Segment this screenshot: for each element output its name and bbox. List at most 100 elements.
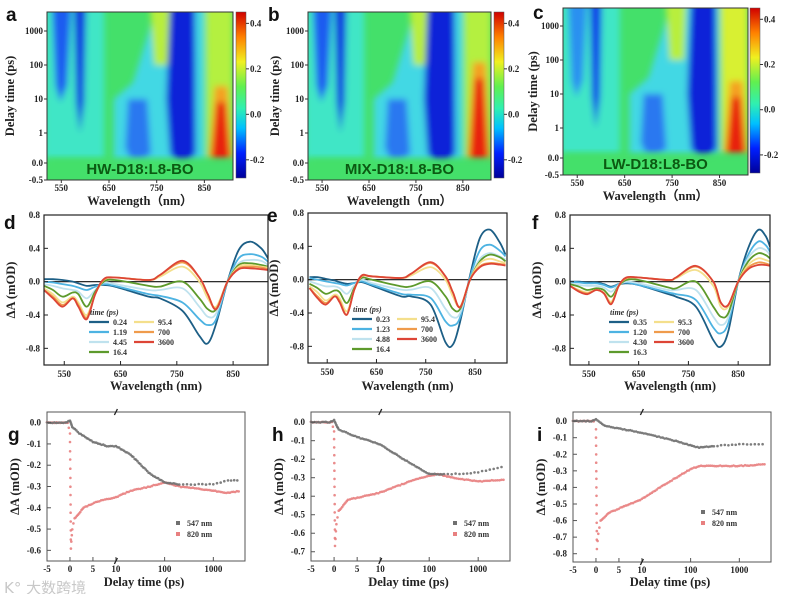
x-tick-label: 0 bbox=[332, 564, 337, 574]
y-tick-label: -0.5 bbox=[27, 524, 42, 534]
data-point-547nm bbox=[500, 466, 503, 469]
data-point-820nm bbox=[69, 467, 72, 470]
y-tick-label: -0.4 bbox=[291, 491, 306, 501]
x-tick-label: -5 bbox=[43, 564, 51, 574]
x-tick-label: 1000 bbox=[469, 564, 488, 574]
x-tick-label: 650 bbox=[632, 369, 646, 379]
panel-label-f: f bbox=[532, 213, 539, 234]
y-tick-label: -0.4 bbox=[552, 310, 567, 320]
data-point-547nm bbox=[194, 483, 197, 486]
x-tick-label: 850 bbox=[226, 369, 240, 379]
data-point-820nm bbox=[71, 534, 74, 537]
x-axis-label: Delay time (ps) bbox=[630, 575, 711, 589]
legend-label: 3600 bbox=[421, 335, 437, 344]
y-tick-label: 0.4 bbox=[29, 243, 41, 253]
x-tick-label: 10 bbox=[111, 564, 121, 574]
y-tick-label: 0.0 bbox=[29, 277, 41, 287]
x-axis-label: Wavelength (nm) bbox=[361, 379, 453, 393]
data-point-820nm bbox=[595, 453, 598, 456]
data-point-820nm bbox=[333, 446, 336, 449]
data-point-820nm bbox=[595, 444, 598, 447]
panel-label-a: a bbox=[6, 5, 17, 26]
legend-title: time (ps) bbox=[610, 308, 639, 317]
data-point-820nm bbox=[595, 461, 598, 464]
data-point-547nm bbox=[727, 444, 730, 447]
legend-label: 820 nm bbox=[464, 530, 489, 539]
y-tick-label: 10 bbox=[550, 89, 560, 99]
data-point-547nm bbox=[443, 473, 446, 476]
data-point-820nm bbox=[598, 526, 601, 529]
y-tick-label: 0.4 bbox=[293, 241, 305, 251]
y-tick-label: -0.3 bbox=[553, 466, 568, 476]
data-point-547nm bbox=[230, 479, 233, 482]
legend-label: 820 nm bbox=[712, 519, 737, 528]
panel-label-d: d bbox=[4, 213, 16, 234]
data-point-820nm bbox=[335, 530, 338, 533]
x-tick-label: 5 bbox=[91, 564, 96, 574]
legend: 547 nm 820 nm bbox=[176, 519, 212, 539]
legend: time (ps)0.241.194.4516.4 95.47003600 bbox=[89, 308, 174, 357]
data-point-547nm bbox=[713, 445, 716, 448]
colorbar-tick-label: 0.0 bbox=[250, 109, 262, 119]
series-line-4.88ps bbox=[309, 253, 505, 318]
y-tick-label: 0.0 bbox=[555, 277, 567, 287]
x-tick-label: 650 bbox=[114, 369, 128, 379]
legend-label: 820 nm bbox=[187, 530, 212, 539]
legend-label: 4.30 bbox=[633, 338, 647, 347]
y-tick-label: -0.6 bbox=[553, 516, 568, 526]
heatmap-image bbox=[45, 0, 233, 180]
y-tick-label: 100 bbox=[291, 60, 305, 70]
x-tick-label: 1000 bbox=[730, 565, 749, 575]
x-tick-label: 750 bbox=[409, 183, 423, 193]
kinetics-panel-g: -5 0 5 10 100 10000.0-0.1-0.2-0.3-0.4-0.5-0.6… bbox=[8, 409, 245, 589]
data-point-820nm bbox=[333, 462, 336, 465]
y-axis-label: Delay time (ps) bbox=[3, 56, 17, 137]
x-axis-label: Delay time (ps) bbox=[104, 575, 185, 589]
colorbar-tick-label: 0.4 bbox=[508, 18, 520, 28]
y-tick-label: -0.3 bbox=[291, 473, 306, 483]
data-point-820nm bbox=[334, 538, 337, 541]
y-tick-label: 0.0 bbox=[556, 416, 568, 426]
data-point-547nm bbox=[201, 483, 204, 486]
data-point-820nm bbox=[69, 441, 72, 444]
data-point-547nm bbox=[205, 483, 208, 486]
data-point-820nm bbox=[596, 540, 599, 543]
x-tick-label: 850 bbox=[731, 369, 745, 379]
x-tick-label: 750 bbox=[419, 367, 433, 377]
y-tick-label: 0.0 bbox=[294, 417, 306, 427]
series-line-95.4ps bbox=[309, 259, 505, 312]
data-point-820nm bbox=[333, 469, 336, 472]
data-point-547nm bbox=[454, 472, 457, 475]
panel-label-i: i bbox=[537, 425, 542, 446]
data-point-547nm bbox=[492, 468, 495, 471]
data-point-547nm bbox=[178, 483, 181, 486]
legend-label: 0.23 bbox=[376, 315, 390, 324]
y-tick-label: 0.8 bbox=[555, 210, 567, 220]
x-tick-label: 100 bbox=[158, 564, 172, 574]
y-tick-label: -0.2 bbox=[553, 449, 568, 459]
legend-label: 16.3 bbox=[633, 348, 647, 357]
legend-label: 700 bbox=[421, 325, 433, 334]
spectra-panel-e: 550 650 750 8500.80.40.0-0.4-0.8Wavelength … bbox=[267, 208, 507, 393]
series-line-4.30ps bbox=[570, 248, 770, 325]
y-tick-label: 10 bbox=[34, 94, 44, 104]
data-point-820nm bbox=[596, 530, 599, 533]
y-tick-label: -0.8 bbox=[553, 549, 568, 559]
x-tick-label: 0 bbox=[68, 564, 73, 574]
legend-label: 547 nm bbox=[464, 519, 489, 528]
x-tick-label: 5 bbox=[355, 564, 360, 574]
data-point-820nm bbox=[597, 533, 600, 536]
heatmap-feature-blue-blob-710 bbox=[385, 99, 410, 159]
y-tick-label: -0.1 bbox=[553, 433, 568, 443]
figure: 550 650 750 850-0.50.01101001000Wavelength（… bbox=[0, 0, 800, 594]
x-tick-label: 550 bbox=[570, 178, 584, 188]
data-point-547nm bbox=[738, 443, 741, 446]
x-tick-label: 0 bbox=[594, 565, 599, 575]
colorbar-tick-label: 0.2 bbox=[764, 60, 776, 70]
x-tick-label: 10 bbox=[637, 565, 647, 575]
colorbar-tick-label: -0.2 bbox=[250, 155, 265, 165]
x-tick-label: 550 bbox=[315, 183, 329, 193]
legend-label: 700 bbox=[158, 328, 170, 337]
y-tick-label: 1000 bbox=[25, 26, 44, 36]
data-point-820nm bbox=[69, 494, 72, 497]
